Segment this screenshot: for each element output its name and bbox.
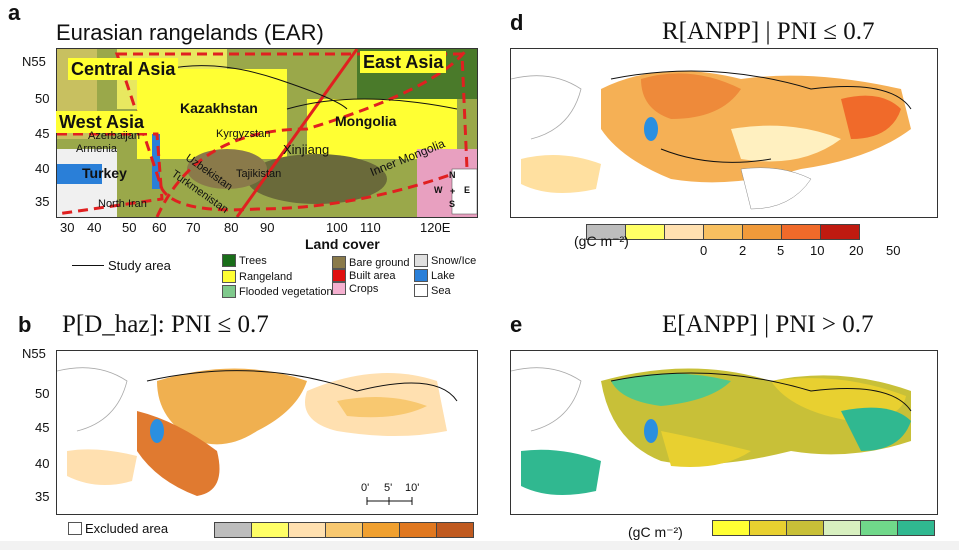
lat-tick: N55	[22, 54, 46, 69]
scale-label: 10'	[405, 482, 420, 494]
legend-crops: Crops	[332, 282, 378, 295]
legend-label: Bare ground	[349, 256, 410, 269]
study-area-legend: Study area	[72, 258, 171, 273]
panel-a-title: Eurasian rangelands (EAR)	[56, 20, 324, 45]
lon-tick: 70	[186, 220, 201, 235]
anpp-r-map	[510, 48, 938, 218]
label-turkey: Turkey	[82, 165, 127, 181]
p-dhaz-map	[56, 350, 478, 515]
colorbar-e-unit: (gC m⁻²)	[628, 524, 683, 540]
panel-e-letter: e	[510, 312, 523, 337]
scale-label: 5'	[384, 482, 393, 494]
legend-label: Snow/Ice	[431, 254, 477, 267]
compass-n: N	[449, 170, 456, 180]
lon-tick: 90	[260, 220, 275, 235]
label-kazakhstan: Kazakhstan	[180, 100, 258, 116]
lon-tick: 40	[87, 220, 102, 235]
panel-b-title: P[D_haz]: PNI ≤ 0.7	[62, 311, 269, 338]
legend-label: Built area	[349, 269, 396, 282]
label-north-iran: North Iran	[98, 198, 147, 210]
colorbar-b	[214, 522, 474, 538]
lon-tick: 80	[224, 220, 239, 235]
legend-label: Crops	[349, 282, 379, 295]
region-east-asia: East Asia	[360, 51, 447, 73]
colorbar-d-tick: 0	[700, 243, 708, 258]
legend-rangeland: Rangeland	[222, 270, 292, 283]
compass-s: S	[449, 199, 456, 209]
lat-tick: 35	[35, 489, 50, 504]
panel-d-letter: d	[510, 10, 524, 35]
label-xinjiang: Xinjiang	[283, 142, 330, 157]
label-kyrgyzstan: Kyrgyzstan	[216, 128, 271, 140]
lat-tick: N55	[22, 346, 46, 361]
lon-tick: 60	[152, 220, 167, 235]
lon-tick: 30	[60, 220, 75, 235]
scale-label: 0'	[361, 482, 370, 494]
colorbar-d-tick: 2	[739, 243, 747, 258]
panel-e-title: E[ANPP] | PNI > 0.7	[662, 311, 874, 338]
study-area-label: Study area	[108, 258, 171, 273]
lon-tick: 50	[122, 220, 137, 235]
legend-label: Rangeland	[239, 270, 293, 283]
legend-trees: Trees	[222, 254, 267, 267]
legend-sea: Sea	[414, 284, 451, 297]
lon-tick: 120E	[420, 220, 451, 235]
colorbar-e	[712, 520, 935, 536]
lat-tick: 50	[35, 91, 50, 106]
region-central-asia: Central Asia	[68, 58, 179, 80]
colorbar-d-tick: 50	[886, 243, 901, 258]
lat-tick: 45	[35, 420, 50, 435]
lat-tick: 40	[35, 161, 50, 176]
excluded-area-label: Excluded area	[85, 521, 169, 536]
region-west-asia: West Asia	[56, 111, 148, 133]
footer-band	[0, 541, 959, 550]
excluded-area-legend: Excluded area	[68, 521, 168, 536]
legend-flooded-vegetation: Flooded vegetation	[222, 285, 333, 298]
legend-label: Trees	[239, 254, 267, 267]
anpp-e-map	[510, 350, 938, 515]
legend-label: Lake	[431, 269, 455, 282]
panel-a-letter: a	[8, 0, 21, 25]
compass-w: W	[434, 185, 443, 195]
label-azerbaijan: Azerbaijan	[88, 130, 140, 142]
compass-e: E	[464, 185, 471, 195]
legend-lake: Lake	[414, 269, 455, 282]
lat-tick: 50	[35, 386, 50, 401]
colorbar-d	[586, 224, 860, 240]
label-armenia: Armenia	[76, 143, 117, 155]
panel-b-letter: b	[18, 312, 32, 337]
panel-d-title: R[ANPP] | PNI ≤ 0.7	[662, 18, 875, 45]
lon-tick: 110	[360, 220, 381, 235]
legend-label: Flooded vegetation	[239, 285, 333, 298]
colorbar-d-tick: 5	[777, 243, 785, 258]
legend-built-area: Built area	[332, 269, 395, 282]
lat-tick: 40	[35, 456, 50, 471]
legend-snow-ice: Snow/Ice	[414, 254, 476, 267]
colorbar-d-unit: (gC m⁻²)	[574, 233, 629, 249]
lat-tick: 45	[35, 126, 50, 141]
label-mongolia: Mongolia	[335, 113, 397, 129]
compass-icon: N W + E S	[434, 170, 471, 209]
colorbar-d-tick: 20	[849, 243, 864, 258]
label-tajikistan: Tajikistan	[236, 168, 282, 180]
colorbar-d-tick: 10	[810, 243, 825, 258]
legend-title: Land cover	[305, 236, 380, 252]
legend-bare-ground: Bare ground	[332, 256, 410, 269]
lat-tick: 35	[35, 194, 50, 209]
legend-label: Sea	[431, 284, 451, 297]
lon-tick: 100	[326, 220, 348, 235]
